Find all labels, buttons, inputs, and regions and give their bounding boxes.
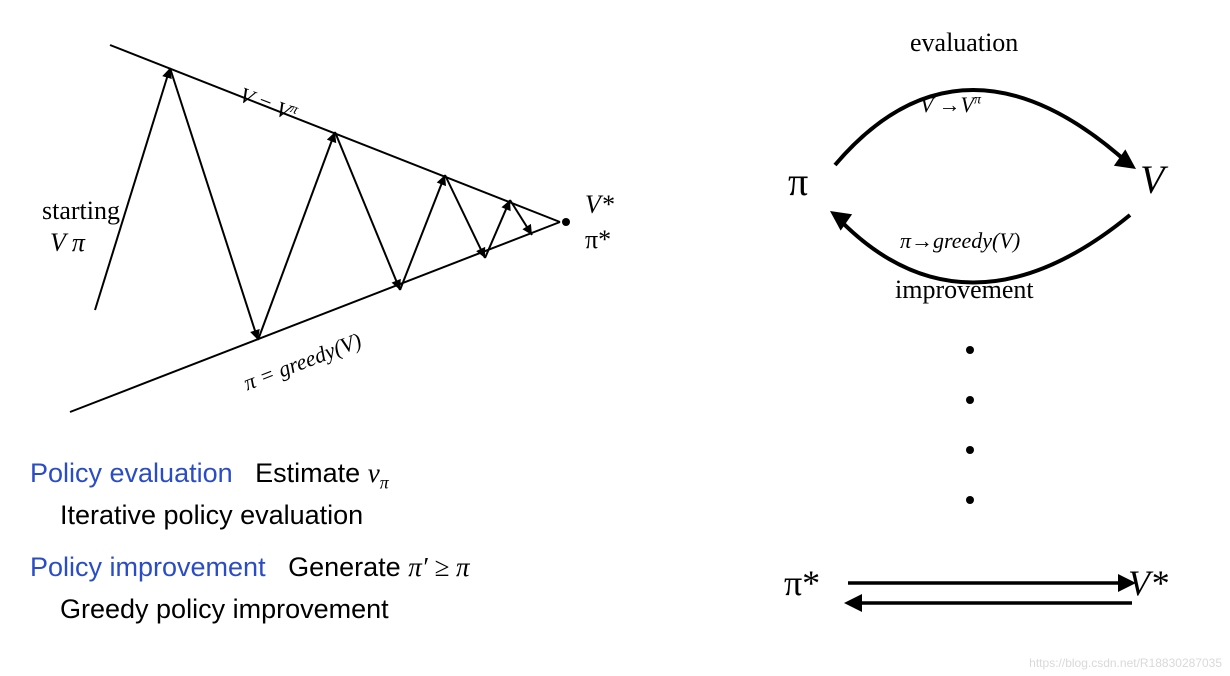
policy-imp-space bbox=[273, 552, 288, 582]
cycle-v-label: V bbox=[1140, 156, 1164, 203]
text-line-1: Policy evaluation Estimate vπ bbox=[30, 458, 389, 493]
cycle-top-inner-sup: π bbox=[974, 93, 981, 108]
policy-imp-desc: Generate bbox=[288, 552, 408, 582]
policy-eval-sub: π bbox=[380, 472, 389, 492]
v-star-label: V* bbox=[585, 190, 614, 220]
text-line-3: Policy improvement Generate π′ ≥ π bbox=[30, 552, 469, 583]
policy-eval-desc-text: Estimate bbox=[255, 458, 368, 488]
policy-eval-desc bbox=[240, 458, 255, 488]
cycle-pi-label: π bbox=[788, 158, 808, 205]
watermark: https://blog.csdn.net/R18830287035 bbox=[1029, 656, 1222, 670]
text-line-4: Greedy policy improvement bbox=[60, 594, 389, 625]
diagram-root: starting V π V = Vπ π = greedy(V) V* π* … bbox=[0, 0, 1230, 676]
cycle-top-inner-text: V →V bbox=[920, 92, 974, 117]
pi-star-label: π* bbox=[585, 225, 611, 255]
converge-v-star: V* bbox=[1128, 562, 1168, 604]
converge-pi-star: π* bbox=[784, 562, 820, 604]
starting-label-2: V π bbox=[50, 228, 85, 258]
cycle-bottom-inner-text: π→greedy(V) bbox=[900, 228, 1020, 253]
policy-imp-title: Policy improvement bbox=[30, 552, 266, 582]
text-line-2: Iterative policy evaluation bbox=[60, 500, 363, 531]
evaluation-label: evaluation bbox=[910, 28, 1018, 58]
policy-eval-title: Policy evaluation bbox=[30, 458, 233, 488]
improvement-label: improvement bbox=[895, 275, 1034, 305]
cycle-bottom-inner: π→greedy(V) bbox=[900, 228, 1020, 254]
policy-eval-math: v bbox=[368, 458, 380, 488]
starting-label-1: starting bbox=[42, 196, 120, 226]
cycle-top-inner: V →Vπ bbox=[920, 92, 981, 118]
policy-imp-math: π′ ≥ π bbox=[408, 552, 469, 582]
